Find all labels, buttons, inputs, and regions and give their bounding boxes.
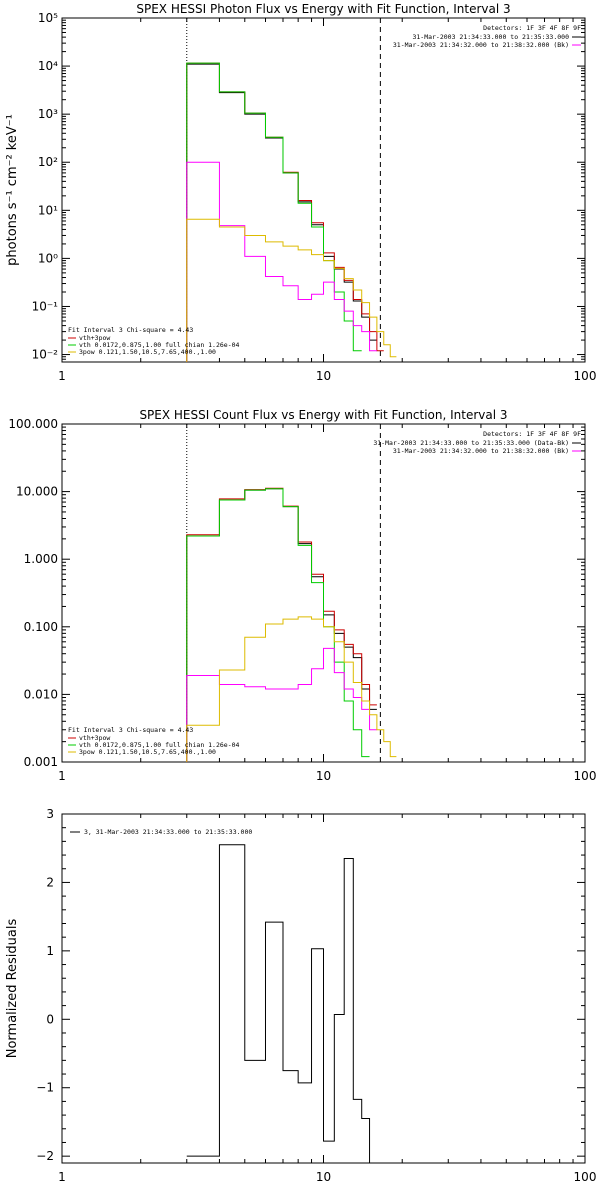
x-tick-label: 1 [58, 369, 66, 383]
x-tick-label: 100 [574, 369, 597, 383]
series-line-1 [186, 844, 377, 1163]
series-line-1 [186, 63, 377, 362]
y-tick-label: −2 [36, 1149, 54, 1163]
fit-info-row: vth+3pow [79, 334, 110, 342]
plot-frame [61, 17, 586, 363]
y-tick-label: 0.010 [24, 687, 58, 701]
y-tick-label: 0 [46, 1012, 54, 1026]
series-line-4 [186, 161, 377, 362]
fit-info-row: 3pow 0.121,1.50,10.5,7.65,400.,1.00 [79, 348, 216, 356]
y-tick-label: 10³ [38, 107, 58, 121]
x-tick-label: 100 [574, 1170, 597, 1184]
series-line-3 [186, 62, 362, 362]
chart-panel-3: 1 10 100 −2 −1 0 1 2 3 Normalized Residuals 3, 31-… [5, 807, 596, 1184]
x-tick-label: 1 [58, 1170, 66, 1184]
y-tick-label: 10⁵ [38, 11, 58, 25]
y-tick-label: 10¹ [38, 203, 58, 217]
series-line-5 [186, 616, 397, 762]
y-tick-label: 10⁰ [38, 251, 58, 265]
y-tick-label: 0.001 [24, 755, 58, 769]
plot-title: SPEX HESSI Count Flux vs Energy with Fit… [139, 408, 507, 422]
fit-info-row: 3pow 0.121,1.50,10.5,7.65,400.,1.00 [79, 748, 216, 756]
y-tick-label: 10⁻¹ [32, 299, 59, 313]
series-line-5 [186, 218, 397, 362]
fit-info-row: vth+3pow [79, 734, 110, 742]
y-tick-label: 0.100 [24, 620, 58, 634]
legend-entry: 3, 31-Mar-2003 21:34:33.000 to 21:35:33.… [84, 828, 252, 836]
y-axis-label: photons s⁻¹ cm⁻² keV⁻¹ [5, 114, 20, 266]
plot-title: SPEX HESSI Photon Flux vs Energy with Fi… [136, 2, 510, 16]
series-line-4 [186, 647, 377, 762]
fit-info-row: vth 0.0172,0.875,1.00 full chian 1.26e-0… [79, 741, 240, 749]
legend-entry: 31-Mar-2003 21:34:33.000 to 21:35:33.000 [412, 33, 569, 41]
legend-entry: 31-Mar-2003 21:34:32.000 to 21:38:32.000… [393, 447, 569, 455]
fit-info-header: Fit Interval 3 Chi-square = 4.43 [68, 326, 193, 334]
y-tick-label: 1 [46, 944, 54, 958]
series-line-2 [186, 62, 384, 362]
legend-entry: 31-Mar-2003 21:34:33.000 to 21:35:33.000… [373, 439, 569, 447]
chart-panel-2: SPEX HESSI Count Flux vs Energy with Fit… [8, 408, 596, 783]
y-tick-label: 10² [38, 155, 58, 169]
plot-area [186, 487, 397, 762]
y-tick-label: 10⁻² [32, 348, 59, 362]
legend-entry: 31-Mar-2003 21:34:32.000 to 21:38:32.000… [393, 41, 569, 49]
y-tick-label: 10.000 [16, 485, 58, 499]
y-tick-label: 1.000 [24, 552, 58, 566]
fit-info-header: Fit Interval 3 Chi-square = 4.43 [68, 726, 193, 734]
x-tick-label: 10 [316, 769, 331, 783]
y-tick-label: 2 [46, 875, 54, 889]
x-tick-label: 10 [316, 369, 331, 383]
y-tick-label: 3 [46, 807, 54, 821]
legend-header: Detectors: 1F 3F 4F 8F 9F [483, 24, 581, 32]
x-tick-label: 10 [316, 1170, 331, 1184]
legend-header: Detectors: 1F 3F 4F 8F 9F [483, 430, 581, 438]
chart-panel-1: SPEX HESSI Photon Flux vs Energy with Fi… [5, 2, 596, 383]
fit-info-row: vth 0.0172,0.875,1.00 full chian 1.26e-0… [79, 341, 240, 349]
plot-area [186, 62, 397, 362]
y-tick-label: 100.000 [8, 417, 58, 431]
x-tick-label: 1 [58, 769, 66, 783]
plot-area [186, 844, 377, 1163]
y-tick-label: 10⁴ [38, 59, 58, 73]
x-tick-label: 100 [574, 769, 597, 783]
series-line-3 [186, 488, 370, 762]
y-axis-label: Normalized Residuals [5, 919, 20, 1059]
y-tick-label: −1 [36, 1081, 54, 1095]
